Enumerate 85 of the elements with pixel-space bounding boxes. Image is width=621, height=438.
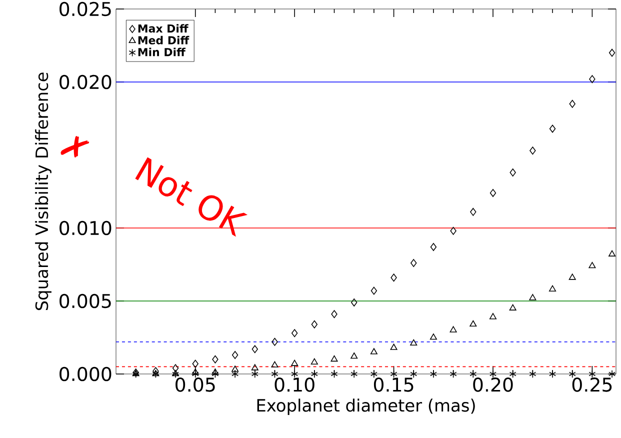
point xyxy=(390,344,398,350)
point xyxy=(212,368,219,375)
point xyxy=(509,304,516,310)
point xyxy=(450,370,457,378)
point xyxy=(350,370,358,378)
point xyxy=(549,285,556,292)
point xyxy=(232,351,238,359)
annotation: Not OK xyxy=(135,157,248,237)
point xyxy=(529,294,536,300)
point xyxy=(490,188,496,197)
point xyxy=(351,298,358,306)
point xyxy=(489,370,496,378)
point xyxy=(291,360,298,366)
point xyxy=(370,370,378,378)
point xyxy=(251,364,258,370)
point xyxy=(172,364,179,372)
point xyxy=(291,370,298,378)
point xyxy=(470,320,477,327)
point xyxy=(568,274,576,280)
point xyxy=(212,370,219,378)
point xyxy=(489,313,496,320)
x-tick-label: 0.15 xyxy=(374,378,414,392)
x-tick-label: 0.25 xyxy=(572,378,612,392)
point xyxy=(588,370,596,378)
y-tick-label: 0.025 xyxy=(60,2,111,16)
point xyxy=(410,370,418,378)
point xyxy=(509,370,516,378)
point xyxy=(310,370,318,378)
point xyxy=(430,370,437,378)
legend-label: Max Diff xyxy=(138,24,188,33)
x-tick-label: 0.10 xyxy=(274,378,314,392)
point xyxy=(272,338,278,346)
point xyxy=(390,274,397,282)
y-tick-label: 0.000 xyxy=(60,366,112,382)
point xyxy=(152,367,159,376)
point xyxy=(331,310,338,318)
x-axis-title: Exoplanet diameter (mas) xyxy=(257,398,475,416)
x-tick-label: 0.20 xyxy=(473,378,513,392)
point xyxy=(549,370,556,378)
point xyxy=(192,370,199,378)
point xyxy=(530,146,536,155)
point xyxy=(410,339,418,346)
point xyxy=(350,352,358,359)
y-tick-label: 0.020 xyxy=(60,74,112,90)
point xyxy=(549,124,556,133)
point xyxy=(608,370,616,378)
point xyxy=(212,355,218,364)
point xyxy=(291,329,298,338)
point xyxy=(232,366,239,372)
point xyxy=(370,348,378,354)
point xyxy=(510,168,516,176)
y-tick-label: 0.010 xyxy=(60,220,112,236)
point xyxy=(192,368,199,375)
legend-label: Med Diff xyxy=(138,36,190,44)
point xyxy=(271,361,278,368)
point xyxy=(589,75,596,84)
y-tick-label: 0.005 xyxy=(60,294,111,308)
point xyxy=(252,345,258,354)
point xyxy=(450,326,457,332)
text: ✗ xyxy=(60,136,90,158)
point xyxy=(529,370,536,378)
point xyxy=(569,100,576,108)
point xyxy=(251,370,258,378)
point xyxy=(608,250,616,256)
point xyxy=(430,334,437,340)
point xyxy=(410,259,417,268)
point xyxy=(470,208,476,216)
point xyxy=(232,370,239,378)
point xyxy=(568,370,576,378)
point xyxy=(470,370,477,378)
point xyxy=(390,370,398,378)
point xyxy=(330,355,338,362)
point xyxy=(608,48,616,57)
point xyxy=(330,370,338,378)
point xyxy=(310,358,318,364)
x-tick-label: 0.05 xyxy=(176,378,215,392)
legend-label: Min Diff xyxy=(138,48,186,56)
point xyxy=(450,226,456,235)
point xyxy=(311,320,318,328)
point xyxy=(588,262,596,268)
point xyxy=(370,286,378,295)
point xyxy=(430,242,437,251)
point xyxy=(271,370,278,378)
y-axis-title: Squared Visibility Difference xyxy=(35,72,52,310)
point xyxy=(192,360,198,368)
